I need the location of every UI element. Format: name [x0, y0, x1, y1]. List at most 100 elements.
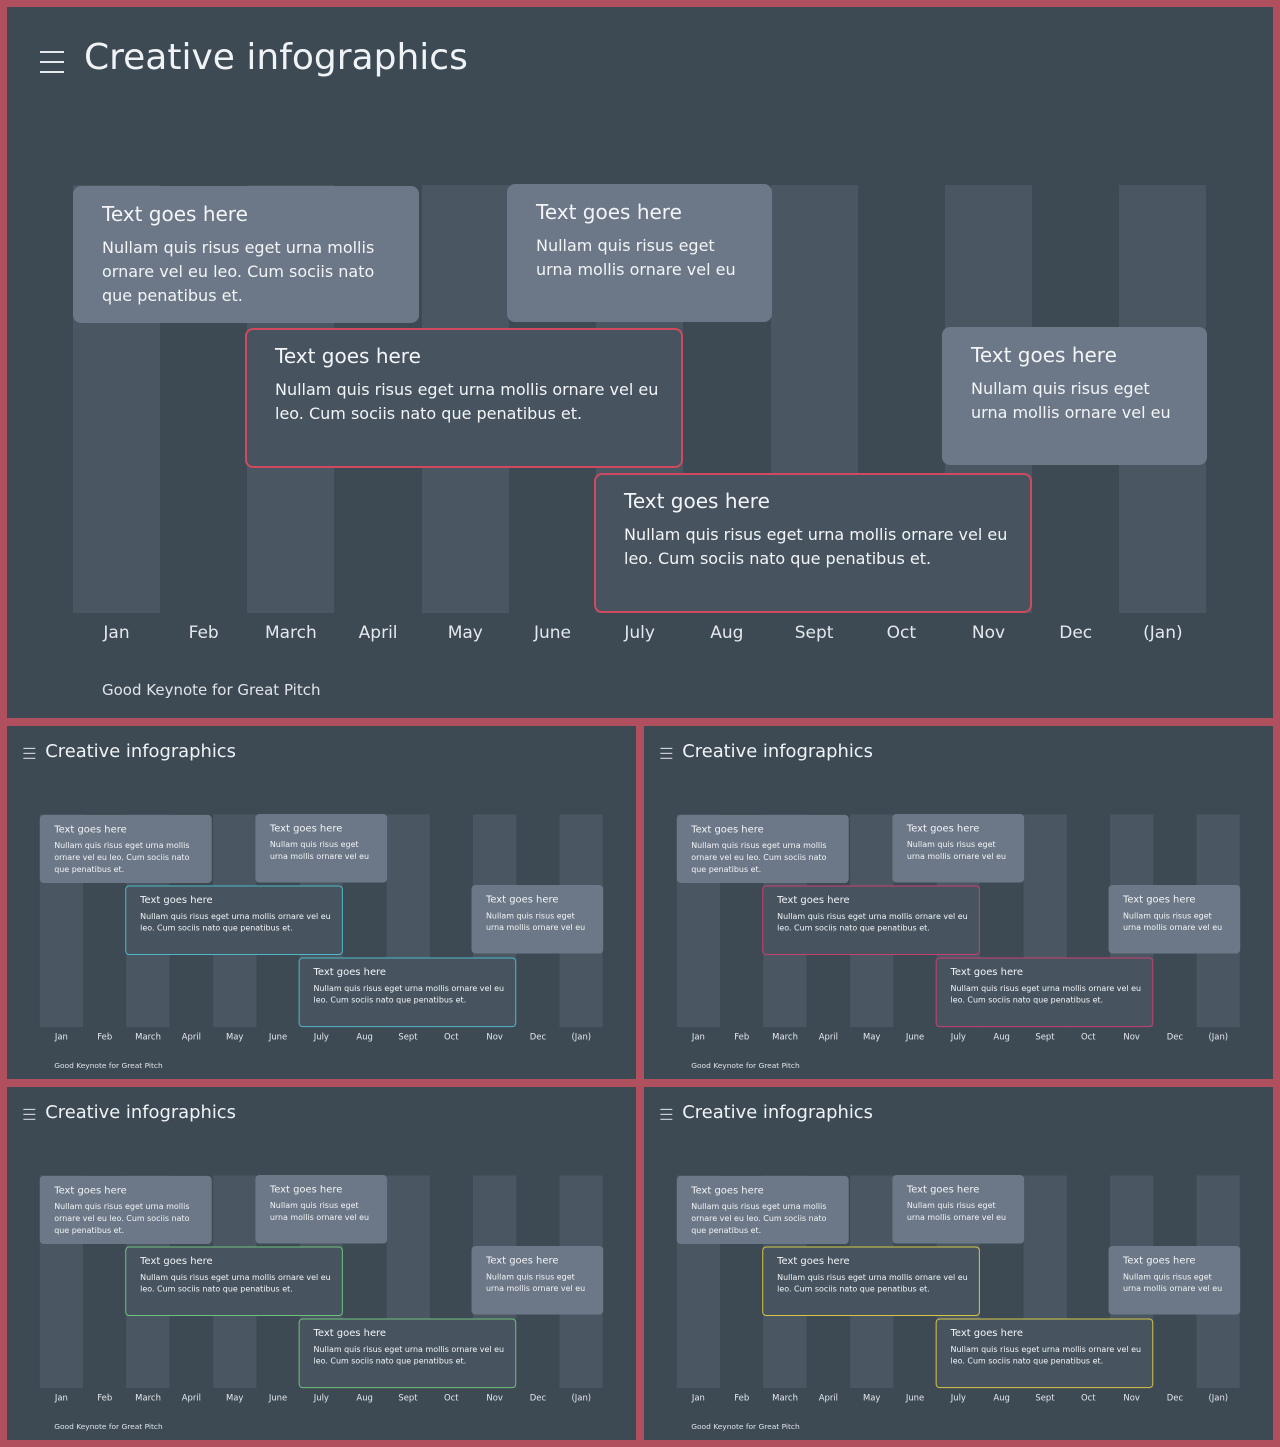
thumbnail-slide-4[interactable]: Creative infographics Text goes here Nulla… — [644, 1087, 1273, 1440]
month-label: Aug — [356, 1393, 373, 1403]
month-label: Feb — [97, 1393, 113, 1403]
text-card: Text goes here Nullam quis risus eget urn… — [594, 473, 1032, 613]
month-label: May — [225, 1393, 244, 1403]
month-label: Dec — [1166, 1393, 1184, 1403]
month-label: May — [862, 1032, 881, 1042]
month-label: Aug — [710, 623, 744, 643]
month-label: Nov — [1123, 1032, 1140, 1042]
thumbnail-slide-3[interactable]: Creative infographics Text goes here Nulla… — [7, 1087, 636, 1440]
month-label: April — [181, 1393, 202, 1403]
card-title: Text goes here — [691, 822, 764, 835]
text-card: Text goes here Nullam quis risus eget urn… — [125, 1246, 343, 1317]
month-label: July — [624, 623, 655, 643]
card-title: Text goes here — [1122, 1253, 1196, 1266]
card-title: Text goes here — [313, 1326, 387, 1339]
month-label: July — [313, 1032, 329, 1042]
card-body: Nullam quis risus eget urna mollis ornar… — [313, 983, 505, 1005]
month-label: Oct — [444, 1393, 459, 1403]
month-label: (Jan) — [1208, 1393, 1229, 1403]
card-title: Text goes here — [1122, 892, 1196, 905]
card-body: Nullam quis risus eget urna mollis ornar… — [906, 1200, 1007, 1223]
menu-icon[interactable] — [660, 747, 673, 759]
month-label: Dec — [1166, 1032, 1184, 1042]
card-title: Text goes here — [54, 1183, 127, 1196]
month-label: Oct — [444, 1032, 459, 1042]
card-title: Text goes here — [950, 1326, 1024, 1339]
card-body: Nullam quis risus eget urna mollis ornar… — [275, 380, 659, 423]
card-title: Text goes here — [536, 200, 682, 224]
slide-title: Creative infographics — [682, 740, 873, 762]
slide-footer: Good Keynote for Great Pitch — [54, 1060, 163, 1070]
card-body: Nullam quis risus eget urna mollis ornar… — [777, 1272, 968, 1294]
text-card: Text goes here Nullam quis risus eget urn… — [1108, 884, 1241, 954]
menu-icon[interactable] — [23, 747, 36, 759]
thumbnail-slide-1[interactable]: Creative infographics Text goes here Nulla… — [7, 726, 636, 1079]
card-body: Nullam quis risus eget urna mollis ornar… — [54, 1201, 190, 1236]
slide-footer: Good Keynote for Great Pitch — [691, 1060, 800, 1070]
menu-icon[interactable] — [23, 1108, 36, 1120]
month-label: March — [264, 623, 317, 643]
card-title: Text goes here — [313, 965, 387, 978]
month-label: Dec — [529, 1032, 547, 1042]
slide-footer: Good Keynote for Great Pitch — [691, 1421, 800, 1431]
card-title: Text goes here — [624, 489, 770, 513]
text-card: Text goes here Nullam quis risus eget urn… — [1108, 1245, 1241, 1315]
text-card: Text goes here Nullam quis risus eget urn… — [935, 1318, 1154, 1389]
month-label: Jan — [691, 1032, 705, 1042]
text-card: Text goes here Nullam quis risus eget urn… — [471, 884, 604, 954]
month-label: Jan — [54, 1032, 68, 1042]
month-label: June — [268, 1032, 288, 1042]
month-label: March — [135, 1032, 161, 1042]
month-label: Feb — [734, 1032, 750, 1042]
thumbnail-slide-2[interactable]: Creative infographics Text goes here Nulla… — [644, 726, 1273, 1079]
text-card: Text goes here Nullam quis risus eget urn… — [762, 1246, 980, 1317]
month-label: June — [533, 623, 572, 643]
slide-footer: Good Keynote for Great Pitch — [102, 681, 321, 699]
month-label: Oct — [886, 623, 916, 643]
month-label: Aug — [356, 1032, 373, 1042]
card-title: Text goes here — [906, 1182, 980, 1195]
card-body: Nullam quis risus eget urna mollis ornar… — [269, 1200, 370, 1223]
slide-title: Creative infographics — [45, 1101, 236, 1123]
month-label: May — [447, 623, 483, 643]
card-body: Nullam quis risus eget urna mollis ornar… — [485, 1271, 586, 1294]
month-label: Oct — [1081, 1032, 1096, 1042]
slide-title: Creative infographics — [84, 37, 468, 78]
card-title: Text goes here — [485, 1253, 559, 1266]
card-body: Nullam quis risus eget urna mollis ornar… — [950, 1344, 1142, 1366]
month-label: March — [772, 1393, 798, 1403]
month-label: July — [313, 1393, 329, 1403]
text-card: Text goes here Nullam quis risus eget urn… — [507, 184, 772, 322]
month-label: April — [818, 1393, 839, 1403]
month-label: April — [181, 1032, 202, 1042]
menu-icon[interactable] — [660, 1108, 673, 1120]
month-label: June — [905, 1032, 925, 1042]
text-card: Text goes here Nullam quis risus eget urn… — [245, 328, 683, 468]
month-label: (Jan) — [1208, 1032, 1229, 1042]
month-label: Feb — [734, 1393, 750, 1403]
text-card: Text goes here Nullam quis risus eget urn… — [892, 813, 1025, 883]
card-body: Nullam quis risus eget urna mollis ornar… — [950, 983, 1142, 1005]
month-label: Sept — [398, 1393, 418, 1403]
month-label: July — [950, 1393, 966, 1403]
card-body: Nullam quis risus eget urna mollis ornar… — [269, 839, 370, 862]
card-body: Nullam quis risus eget urna mollis ornar… — [971, 379, 1171, 422]
text-card: Text goes here Nullam quis risus eget urn… — [255, 1174, 388, 1244]
month-label: Jan — [54, 1393, 68, 1403]
month-label: Aug — [993, 1393, 1010, 1403]
card-body: Nullam quis risus eget urna mollis ornar… — [1122, 1271, 1223, 1294]
card-body: Nullam quis risus eget urna mollis ornar… — [906, 839, 1007, 862]
card-title: Text goes here — [140, 1254, 213, 1267]
month-label: Nov — [486, 1393, 503, 1403]
month-label: Dec — [529, 1393, 547, 1403]
text-card: Text goes here Nullam quis risus eget urn… — [676, 1175, 849, 1245]
month-label: Jan — [691, 1393, 705, 1403]
month-label: Sept — [398, 1032, 418, 1042]
month-label: Sept — [1035, 1032, 1055, 1042]
card-title: Text goes here — [971, 343, 1117, 367]
card-body: Nullam quis risus eget urna mollis ornar… — [140, 1272, 331, 1294]
month-label: Feb — [97, 1032, 113, 1042]
menu-icon[interactable] — [40, 51, 64, 73]
month-label: Sept — [1035, 1393, 1055, 1403]
card-title: Text goes here — [691, 1183, 764, 1196]
